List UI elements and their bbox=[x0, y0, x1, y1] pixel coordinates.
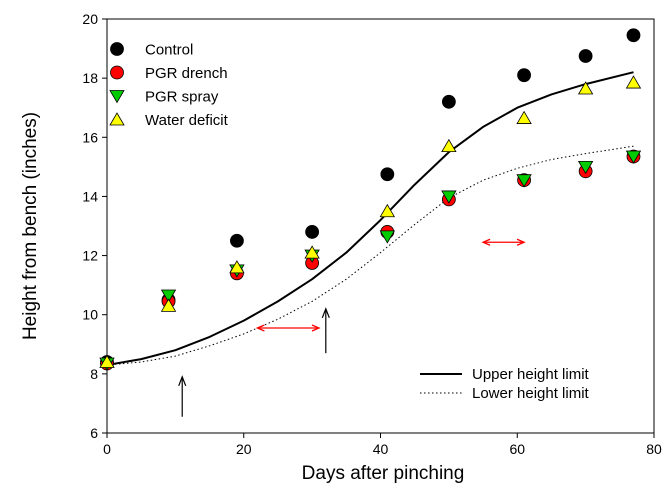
legend-marker-pgr-drench bbox=[110, 65, 124, 80]
pgr-spray-point bbox=[441, 190, 457, 204]
water-deficit-point bbox=[625, 75, 642, 89]
x-tick-label: 40 bbox=[373, 441, 389, 457]
legend-label-water-deficit: Water deficit bbox=[145, 112, 229, 129]
water-deficit-point bbox=[304, 245, 320, 259]
water-deficit-point bbox=[229, 260, 245, 274]
y-tick-label: 10 bbox=[82, 307, 98, 323]
legend-label-pgr-drench: PGR drench bbox=[145, 65, 228, 82]
legend-marker-control bbox=[110, 42, 124, 56]
control-point bbox=[578, 49, 593, 63]
y-tick-label: 20 bbox=[82, 11, 98, 27]
water-deficit-point bbox=[516, 110, 532, 124]
water-deficit-point bbox=[99, 354, 115, 368]
marker-legend: Control PGR drench PGR spray Water deficit bbox=[109, 42, 229, 129]
interval-arrowhead bbox=[255, 324, 265, 332]
pgr-spray-point bbox=[625, 150, 642, 164]
x-tick-label: 60 bbox=[509, 441, 525, 457]
x-tick-label: 0 bbox=[103, 441, 111, 457]
control-point bbox=[517, 68, 531, 83]
y-tick-label: 8 bbox=[90, 366, 98, 382]
control-point bbox=[305, 225, 320, 239]
legend-marker-pgr-spray bbox=[109, 90, 125, 104]
curve-layer bbox=[106, 71, 634, 366]
timing-arrowhead bbox=[321, 307, 330, 319]
legend-label-control: Control bbox=[145, 42, 193, 59]
line-legend: Upper height limit Lower height limit bbox=[420, 366, 590, 402]
pgr-spray-point bbox=[160, 289, 177, 303]
annotation-layer bbox=[178, 238, 526, 417]
data-point-layer bbox=[99, 28, 642, 371]
control-point bbox=[380, 167, 395, 182]
x-axis-label: Days after pinching bbox=[302, 463, 465, 484]
y-tick-label: 6 bbox=[90, 425, 98, 441]
y-tick-label: 18 bbox=[82, 70, 98, 86]
control-point bbox=[230, 233, 244, 248]
x-tick-label: 20 bbox=[236, 441, 252, 457]
pgr-spray-point bbox=[577, 160, 594, 175]
lower-height-limit-curve bbox=[106, 145, 634, 366]
y-tick-label: 14 bbox=[82, 188, 98, 204]
legend-marker-water-deficit bbox=[109, 112, 125, 126]
water-deficit-point bbox=[441, 138, 457, 153]
legend-label-pgr-spray: PGR spray bbox=[145, 89, 219, 106]
interval-arrowhead bbox=[481, 238, 491, 246]
pgr-spray-point bbox=[379, 230, 396, 244]
water-deficit-point bbox=[160, 298, 177, 312]
axis-ticks: 0 20 40 60 80 6 8 10 12 14 16 18 20 bbox=[82, 11, 662, 457]
water-deficit-point bbox=[379, 203, 396, 218]
upper-height-limit-curve bbox=[106, 71, 634, 366]
control-point bbox=[441, 94, 456, 109]
legend-label-upper-height-limit: Upper height limit bbox=[472, 366, 590, 383]
interval-arrowhead bbox=[311, 324, 321, 332]
interval-arrowhead bbox=[516, 238, 526, 246]
pgr-spray-point bbox=[516, 174, 532, 188]
x-tick-label: 80 bbox=[646, 441, 662, 457]
y-tick-label: 12 bbox=[82, 248, 98, 264]
water-deficit-point bbox=[577, 81, 594, 95]
timing-arrowhead bbox=[178, 375, 187, 387]
y-tick-label: 16 bbox=[82, 129, 98, 145]
control-point bbox=[626, 28, 641, 43]
y-axis-label: Height from bench (inches) bbox=[20, 112, 41, 340]
legend-label-lower-height-limit: Lower height limit bbox=[472, 385, 590, 402]
